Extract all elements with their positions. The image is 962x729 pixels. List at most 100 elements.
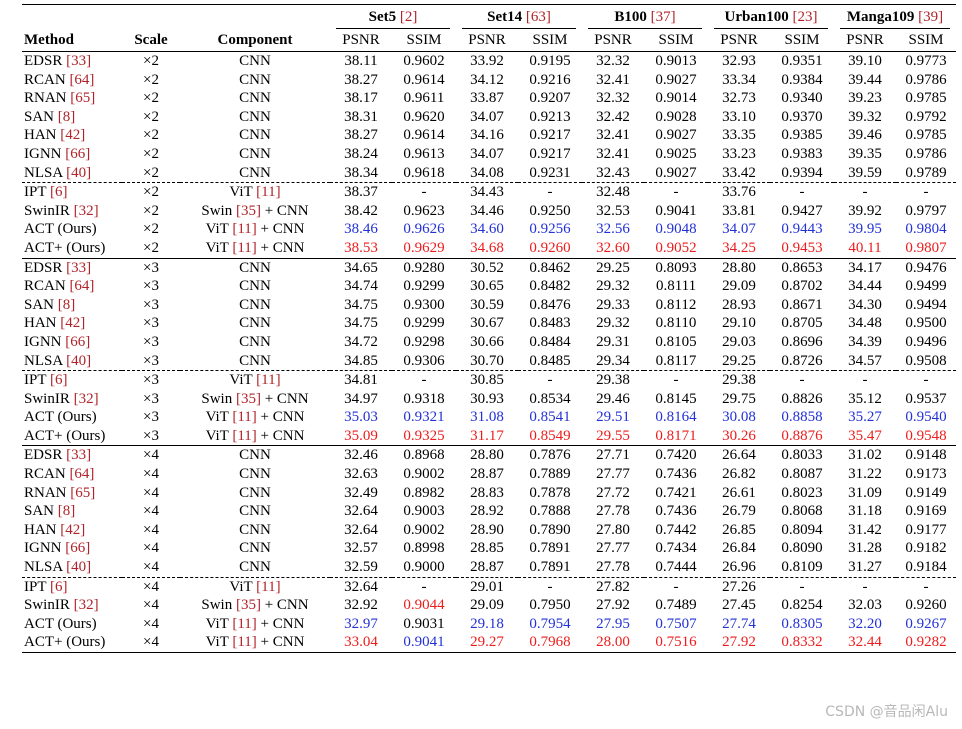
psnr-value: 35.09 xyxy=(344,427,378,444)
ssim-value: 0.9260 xyxy=(529,239,571,256)
ssim-value: 0.8023 xyxy=(781,484,823,501)
scale-cell: ×4 xyxy=(143,521,159,538)
component-text: + CNN xyxy=(260,597,309,614)
component-text: CNN xyxy=(239,540,271,557)
method-cell: EDSR [33] xyxy=(22,445,122,466)
psnr-value: 34.30 xyxy=(848,296,882,313)
method-cell: SwinIR [32] xyxy=(22,202,122,221)
psnr-value: 32.93 xyxy=(708,50,771,71)
table-row: NLSA [40] ×3 CNN 34.85 0.9306 30.70 0.8485 29.3… xyxy=(22,352,956,371)
method-cell: RNAN [65] xyxy=(22,484,122,503)
psnr-value: 34.08 xyxy=(470,164,504,181)
psnr-value: 27.74 xyxy=(722,615,756,632)
table-row: SAN [8] ×4 CNN 32.64 0.9003 28.92 0.7888 27.78 0… xyxy=(22,502,956,521)
method-name: EDSR xyxy=(24,259,63,276)
psnr-value: 29.09 xyxy=(722,278,756,295)
component-text: CNN xyxy=(239,278,271,295)
psnr-value: 33.87 xyxy=(470,90,504,107)
ssim-value: 0.8305 xyxy=(781,615,823,632)
component-cell: ViT [11] + CNN xyxy=(180,239,330,258)
psnr-value: 28.87 xyxy=(470,466,504,483)
ssim-value: 0.9000 xyxy=(403,559,445,576)
psnr-value: 32.97 xyxy=(344,615,378,632)
psnr-value: 32.43 xyxy=(596,164,630,181)
ssim-value: 0.7434 xyxy=(655,540,697,557)
psnr-value: - xyxy=(834,182,897,202)
ssim-value: 0.9298 xyxy=(403,333,445,350)
scale-cell: ×2 xyxy=(143,239,159,256)
ssim-value: 0.8484 xyxy=(529,333,571,350)
ssim-value: 0.8093 xyxy=(644,257,709,278)
table-row: SAN [8] ×3 CNN 34.75 0.9300 30.59 0.8476 29.33 0… xyxy=(22,296,956,315)
table-row: IPT [6] ×4 ViT [11] 32.64-29.01-27.82-27.26… xyxy=(22,576,957,597)
ssim-value: 0.9807 xyxy=(905,239,947,256)
column-header-row: Method Scale Component PSNR SSIM PSNR SS… xyxy=(22,29,956,52)
psnr-value: 31.18 xyxy=(848,503,882,520)
psnr-value: 28.83 xyxy=(470,484,504,501)
ssim-value: 0.7442 xyxy=(655,521,697,538)
psnr-value: 39.32 xyxy=(848,108,882,125)
psnr-value: 31.27 xyxy=(848,559,882,576)
ssim-value: 0.8164 xyxy=(655,409,697,426)
psnr-value: 30.08 xyxy=(722,409,756,426)
ssim-value: 0.9256 xyxy=(529,221,571,238)
ssim-value: 0.9028 xyxy=(655,108,697,125)
method-name: SAN xyxy=(24,296,55,313)
psnr-value: 34.81 xyxy=(330,370,392,390)
psnr-value: 38.27 xyxy=(344,71,378,88)
component-text: CNN xyxy=(239,503,271,520)
method-cell: HAN [42] xyxy=(22,126,122,145)
scale-cell: ×3 xyxy=(143,296,159,313)
psnr-value: 35.12 xyxy=(848,390,882,407)
ssim-value: 0.9318 xyxy=(403,390,445,407)
ssim-value: 0.9041 xyxy=(655,202,697,219)
citation-ref: [11] xyxy=(232,221,257,238)
method-cell: EDSR [33] xyxy=(22,257,122,278)
method-name: SwinIR xyxy=(24,202,70,219)
psnr-value: 27.78 xyxy=(596,559,630,576)
method-cell: IGNN [66] xyxy=(22,145,122,164)
ssim-value: 0.9148 xyxy=(896,445,957,466)
psnr-value: 29.34 xyxy=(596,352,630,369)
psnr-value: 30.52 xyxy=(456,257,518,278)
ssim-value: 0.7516 xyxy=(644,633,709,654)
psnr-value: 33.35 xyxy=(722,127,756,144)
psnr-value: 27.45 xyxy=(722,597,756,614)
ssim-value: - xyxy=(896,576,957,597)
psnr-value: 31.08 xyxy=(470,409,504,426)
component-cell: CNN xyxy=(180,50,330,71)
psnr-value: 31.28 xyxy=(848,540,882,557)
ssim-value: 0.8171 xyxy=(655,427,697,444)
psnr-value: 39.92 xyxy=(848,202,882,219)
method-cell: IGNN [66] xyxy=(22,333,122,352)
ssim-value: 0.8998 xyxy=(403,540,445,557)
psnr-value: 32.57 xyxy=(344,540,378,557)
results-table: Set5 [2] Set14 [63] B100 [37] Urban100 [… xyxy=(22,4,957,654)
ssim-value: 0.9027 xyxy=(655,127,697,144)
method-name: ACT (Ours) xyxy=(24,221,97,238)
psnr-value: 32.41 xyxy=(596,127,630,144)
ssim-value: - xyxy=(518,370,582,390)
dataset-header-urban100: Urban100 [23] xyxy=(708,4,835,29)
ssim-value: 0.8254 xyxy=(781,597,823,614)
psnr-value: 28.90 xyxy=(470,521,504,538)
method-header: Method xyxy=(24,32,74,48)
method-cell: RNAN [65] xyxy=(22,89,122,108)
psnr-value: 34.48 xyxy=(848,315,882,332)
citation-ref: [35] xyxy=(235,390,261,407)
ssim-value: 0.7436 xyxy=(655,466,697,483)
ssim-value: 0.8094 xyxy=(781,521,823,538)
component-cell: ViT [11] + CNN xyxy=(180,408,330,427)
ssim-value: - xyxy=(392,370,456,390)
psnr-value: 32.42 xyxy=(596,108,630,125)
table-row: EDSR [33] ×3 CNN 34.65 0.9280 30.52 0.8462 29.2… xyxy=(22,257,957,278)
ssim-value: 0.9267 xyxy=(905,615,947,632)
ssim-value: - xyxy=(392,182,456,202)
ssim-value: 0.9027 xyxy=(655,71,697,88)
ssim-value: - xyxy=(770,576,835,597)
psnr-value: 34.85 xyxy=(344,352,378,369)
psnr-value: 31.42 xyxy=(848,521,882,538)
citation-ref: [8] xyxy=(57,296,76,313)
component-text: + CNN xyxy=(260,202,309,219)
method-name: ACT (Ours) xyxy=(24,409,97,426)
